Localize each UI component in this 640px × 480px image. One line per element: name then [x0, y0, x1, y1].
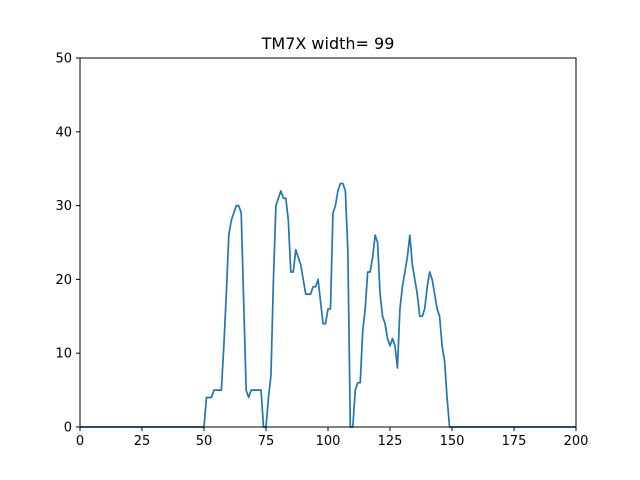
y-tick-label: 50 [55, 52, 72, 67]
x-tick-label: 50 [196, 434, 213, 449]
x-tick-label: 75 [258, 434, 275, 449]
y-tick-label: 10 [55, 347, 72, 362]
x-tick-label: 100 [316, 434, 341, 449]
series-layer [80, 182, 576, 428]
chart-title: TM7X width= 99 [261, 34, 395, 53]
y-axis-ticks: 0 10 20 30 40 50 [55, 52, 80, 436]
x-tick-label: 150 [440, 434, 465, 449]
y-tick-label: 40 [55, 125, 72, 140]
y-tick-label: 20 [55, 273, 72, 288]
x-tick-label: 0 [76, 434, 84, 449]
series-line [80, 182, 576, 428]
x-tick-label: 200 [564, 434, 589, 449]
y-tick-label: 30 [55, 199, 72, 214]
plot-frame [79, 57, 577, 428]
x-tick-label: 125 [378, 434, 403, 449]
x-tick-label: 175 [502, 434, 527, 449]
x-tick-label: 25 [134, 434, 151, 449]
y-tick-label: 0 [64, 421, 72, 436]
x-axis-ticks: 0 25 50 75 100 125 150 175 200 [76, 427, 589, 449]
